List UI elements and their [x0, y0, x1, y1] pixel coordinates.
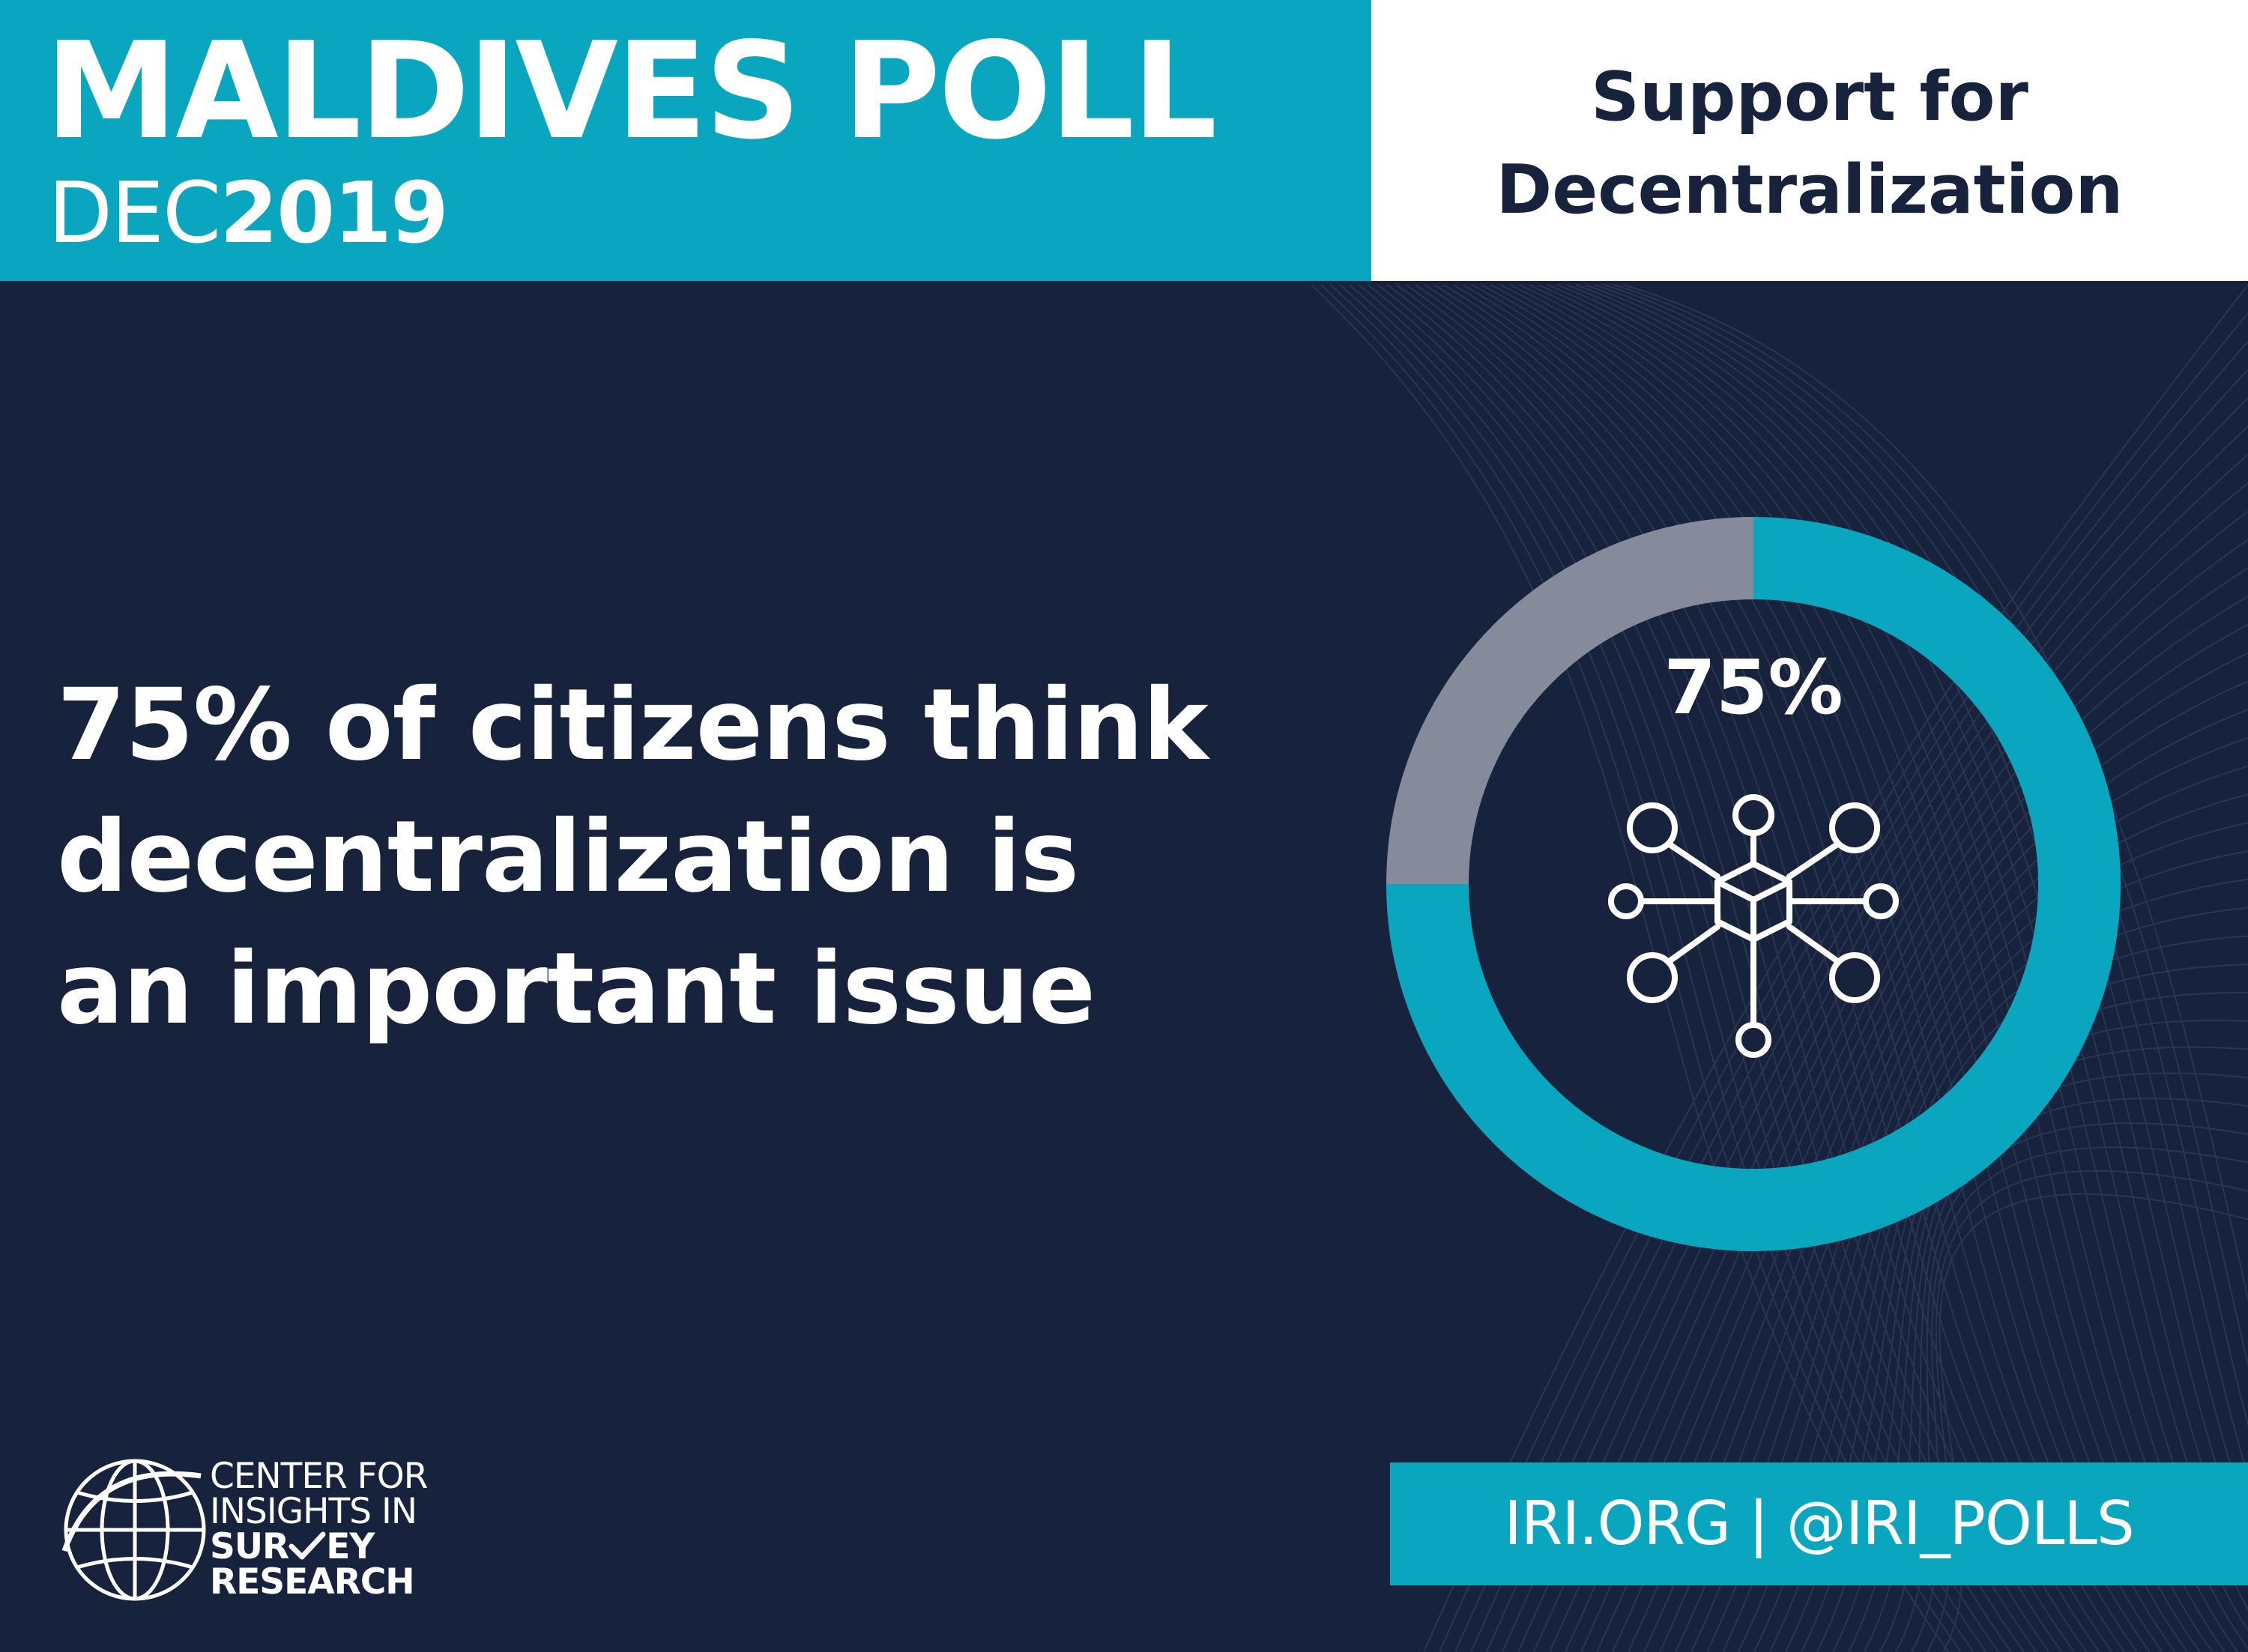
headline-line-1: 75% of citizens think	[57, 668, 1209, 783]
footer-link[interactable]: IRI.ORG | @IRI_POLLS	[1390, 1462, 2248, 1585]
topic-title: Support for Decentralization	[1371, 51, 2248, 237]
logo-line-3: SUR EY	[210, 1529, 427, 1564]
logo-text: CENTER FOR INSIGHTS IN SUR EY RESEARCH	[210, 1456, 428, 1603]
logo-line-4: RESEARCH	[210, 1561, 415, 1603]
logo-line-2: INSIGHTS IN	[210, 1491, 417, 1532]
donut-slice-value	[1386, 517, 2121, 1251]
logo-line-3-end: EY	[326, 1526, 375, 1567]
headline: 75% of citizens think decentralization i…	[57, 659, 1376, 1055]
donut-slice-remainder	[1386, 517, 1754, 885]
topic-line-1: Support for	[1591, 58, 2028, 136]
donut-chart	[1386, 517, 2121, 1251]
checkmark-icon	[288, 1531, 326, 1560]
logo-line-1: CENTER FOR	[210, 1456, 428, 1497]
headline-line-2: decentralization is	[57, 799, 1079, 915]
poll-title: MALDIVES POLL	[45, 13, 1217, 169]
poll-date-year: 2019	[220, 165, 449, 262]
globe-icon	[61, 1459, 206, 1601]
donut-center-label: 75%	[1664, 644, 1843, 731]
headline-line-3: an important issue	[57, 931, 1096, 1047]
header-banner: MALDIVES POLL DEC2019	[0, 0, 1371, 281]
topic-line-2: Decentralization	[1496, 151, 2124, 229]
network-cube-icon	[1608, 794, 1899, 1058]
logo-line-3-start: SUR	[210, 1526, 289, 1567]
cisr-logo: CENTER FOR INSIGHTS IN SUR EY RESEARCH	[51, 1442, 471, 1622]
topic-box: Support for Decentralization	[1371, 0, 2248, 281]
poll-date: DEC2019	[48, 165, 449, 262]
poll-date-month: DEC	[48, 165, 221, 262]
